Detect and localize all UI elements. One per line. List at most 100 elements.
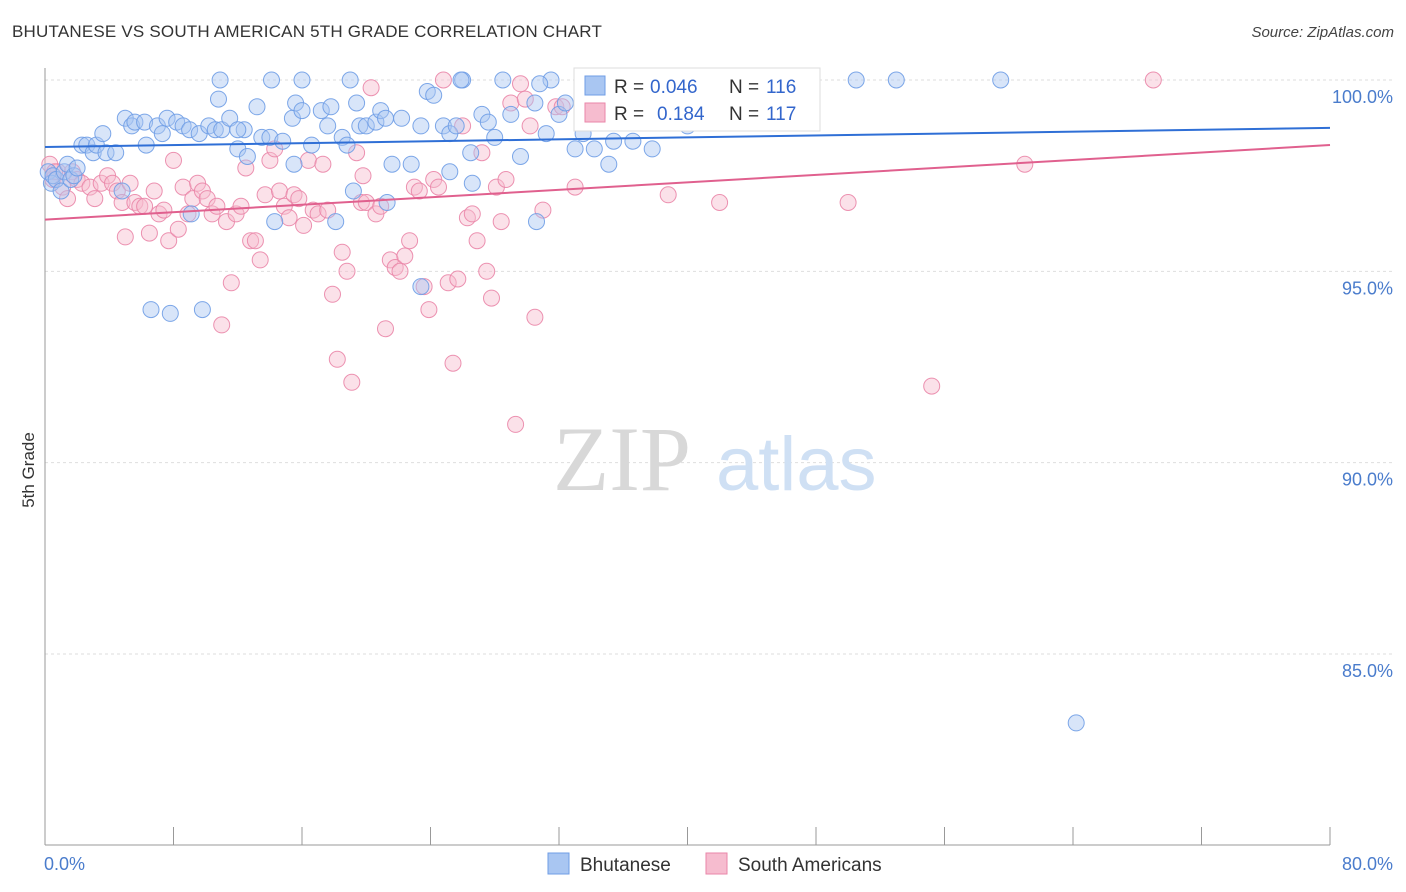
point-bhutanese-109 (992, 71, 1010, 89)
trend-lines (44, 126, 1331, 221)
point-bhutanese-83 (643, 140, 661, 158)
legend-r-label-2: R = (614, 104, 644, 125)
point-south-americans-115 (354, 167, 372, 185)
point-south-americans-23 (155, 201, 173, 219)
legend-swatch-south-americans (584, 102, 606, 123)
point-bhutanese-91 (266, 213, 284, 231)
point-south-americans-80 (430, 178, 447, 196)
legend-n-value-1: 116 (766, 77, 796, 98)
point-bhutanese-105 (542, 71, 560, 89)
point-south-americans-87 (463, 205, 481, 223)
trend-line-bhutanese (44, 126, 1331, 148)
point-bhutanese-33 (210, 90, 227, 108)
point-bhutanese-76 (556, 94, 574, 112)
point-bhutanese-107 (847, 71, 865, 89)
point-south-americans-113 (1144, 71, 1162, 89)
point-south-americans-62 (343, 373, 361, 391)
point-bhutanese-60 (412, 117, 430, 135)
point-bhutanese-36 (235, 121, 253, 139)
point-bhutanese-82 (624, 132, 642, 150)
y-tick-label-1: 95.0% (1342, 278, 1393, 298)
point-bhutanese-79 (585, 140, 603, 158)
point-bhutanese-90 (182, 205, 200, 223)
axes (44, 68, 1331, 846)
point-south-americans-39 (232, 197, 250, 215)
legend-r-value-2: 0.184 (657, 104, 705, 125)
point-bhutanese-47 (322, 98, 340, 116)
x-tick-labels: 0.0% 80.0% (44, 854, 1393, 874)
point-bhutanese-44 (293, 102, 311, 120)
point-south-americans-84 (449, 270, 467, 288)
point-south-americans-9 (86, 190, 104, 208)
point-south-americans-103 (566, 178, 584, 196)
point-bhutanese-97 (441, 163, 459, 181)
point-south-americans-43 (251, 251, 269, 269)
point-south-americans-96 (507, 415, 525, 433)
point-south-americans-47 (271, 182, 288, 200)
point-south-americans-94 (497, 171, 515, 188)
point-south-americans-51 (290, 190, 308, 208)
point-south-americans-25 (165, 151, 182, 169)
point-south-americans-108 (659, 186, 677, 204)
point-bhutanese-48 (319, 117, 337, 135)
point-bhutanese-17 (113, 182, 131, 200)
point-south-americans-97 (512, 75, 529, 93)
point-south-americans-24 (160, 232, 178, 250)
point-bhutanese-24 (153, 125, 171, 143)
point-south-americans-69 (377, 320, 394, 338)
watermark-zip: ZIP (553, 408, 691, 510)
point-south-americans-93 (492, 213, 510, 231)
legend-swatch-bhutanese (584, 75, 606, 96)
point-bhutanese-102 (341, 71, 359, 89)
point-bhutanese-58 (393, 109, 411, 127)
x-tick-label-0: 0.0% (44, 854, 85, 874)
point-south-americans-37 (222, 274, 240, 292)
point-south-americans-91 (483, 289, 500, 307)
point-bhutanese-4 (52, 182, 70, 200)
point-bhutanese-86 (161, 304, 179, 322)
point-south-americans-34 (208, 197, 226, 215)
point-bhutanese-40 (261, 128, 279, 146)
point-bhutanese-87 (193, 301, 211, 319)
point-bhutanese-57 (383, 155, 401, 173)
point-south-americans-111 (923, 377, 941, 395)
point-bhutanese-14 (97, 144, 115, 162)
point-south-americans-66 (362, 79, 380, 97)
point-south-americans-88 (468, 232, 486, 250)
point-bhutanese-92 (327, 213, 345, 231)
point-bhutanese-101 (211, 71, 229, 89)
point-bhutanese-94 (378, 194, 396, 211)
chart-title: BHUTANESE VS SOUTH AMERICAN 5TH GRADE CO… (12, 22, 603, 41)
bottom-legend-label-south-americans: South Americans (738, 855, 882, 876)
source-credit: Source: ZipAtlas.com (1251, 24, 1394, 41)
point-south-americans-85 (454, 117, 472, 135)
point-bhutanese-99 (263, 71, 280, 89)
point-south-americans-83 (444, 354, 462, 372)
point-bhutanese-74 (537, 125, 555, 143)
point-bhutanese-95 (463, 174, 481, 192)
y-tick-label-3: 85.0% (1342, 661, 1393, 681)
point-south-americans-82 (439, 274, 457, 292)
point-south-americans-21 (145, 182, 163, 200)
y-axis-label: 5th Grade (19, 432, 38, 508)
point-bhutanese-51 (348, 94, 366, 112)
point-south-americans-59 (328, 350, 346, 368)
bottom-legend-swatch-bhutanese (547, 852, 570, 875)
point-south-americans-61 (338, 262, 356, 280)
point-bhutanese-37 (238, 148, 256, 165)
point-bhutanese-9 (68, 159, 86, 177)
correlation-legend: R = 0.046 N = 116 R = 0.184 N = 117 (573, 67, 821, 132)
point-south-americans-98 (516, 90, 534, 108)
legend-r-label-1: R = (614, 77, 644, 98)
point-south-americans-99 (521, 117, 539, 135)
point-south-americans-65 (357, 194, 375, 211)
trend-line-south-americans (44, 144, 1331, 221)
point-south-americans-60 (333, 243, 351, 261)
point-bhutanese-88 (412, 278, 430, 296)
point-south-americans-81 (434, 71, 452, 89)
point-bhutanese-38 (248, 98, 266, 116)
point-south-americans-90 (478, 262, 496, 280)
point-bhutanese-45 (303, 136, 321, 154)
point-south-americans-49 (280, 209, 298, 227)
